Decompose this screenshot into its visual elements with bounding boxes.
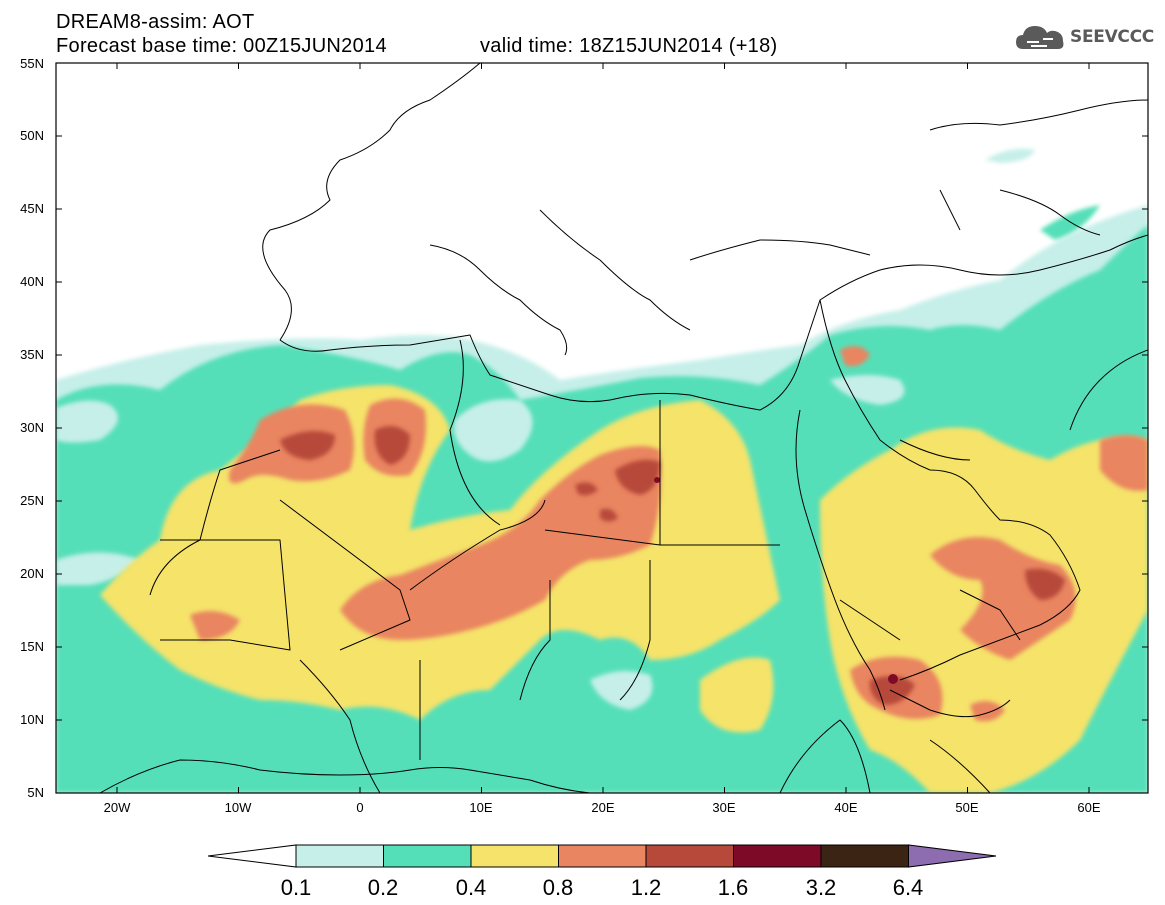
lon-label-50e: 50E xyxy=(955,800,979,815)
lat-label-55n: 55N xyxy=(20,56,44,71)
dust-fields xyxy=(56,63,1148,793)
colorbar-arrow-high xyxy=(908,844,997,868)
colorbar-label-0.4: 0.4 xyxy=(455,875,487,900)
colorbar-box xyxy=(820,844,909,868)
colorbar-label-1.2: 1.2 xyxy=(630,875,662,900)
valid-time: valid time: 18Z15JUN2014 (+18) xyxy=(480,35,778,57)
colorbar-box xyxy=(733,844,822,868)
forecast-base-time: Forecast base time: 00Z15JUN2014 xyxy=(56,35,387,57)
colorbar-label-3.2: 3.2 xyxy=(805,875,837,900)
lat-label-30n: 30N xyxy=(20,420,44,435)
lat-label-20n: 20N xyxy=(20,566,44,581)
colorbar-label-1.6: 1.6 xyxy=(717,875,749,900)
lon-label-40e: 40E xyxy=(834,800,858,815)
lon-label-30e: 30E xyxy=(712,800,736,815)
lon-label-60e: 60E xyxy=(1077,800,1101,815)
lat-label-45n: 45N xyxy=(20,201,44,216)
lat-label-5n: 5N xyxy=(27,785,44,800)
lon-label-10e: 10E xyxy=(469,800,493,815)
lon-label-20e: 20E xyxy=(591,800,615,815)
lat-label-10n: 10N xyxy=(20,712,44,727)
colorbar-box xyxy=(383,844,472,868)
colorbar-box xyxy=(645,844,734,868)
colorbar-label-6.4: 6.4 xyxy=(892,875,924,900)
colorbar-label-0.2: 0.2 xyxy=(367,875,399,900)
axis-ticks xyxy=(56,62,1148,794)
lon-label-0: 0 xyxy=(356,800,364,815)
colorbar-box xyxy=(558,844,647,868)
lat-label-15n: 15N xyxy=(20,639,44,654)
colorbar xyxy=(207,844,997,868)
colorbar-box xyxy=(295,844,384,868)
seevccc-logo: SEEVCCC xyxy=(1015,22,1154,52)
lat-label-50n: 50N xyxy=(20,128,44,143)
lat-label-35n: 35N xyxy=(20,347,44,362)
colorbar-arrow-low xyxy=(207,844,297,868)
lat-label-40n: 40N xyxy=(20,274,44,289)
aot-band-1.6 xyxy=(654,477,898,684)
cloud-icon xyxy=(1016,26,1064,49)
map-title: DREAM8-assim: AOT xyxy=(56,11,255,33)
aot-gaps xyxy=(56,375,905,710)
colorbar-label-0.1: 0.1 xyxy=(280,875,312,900)
lon-label-10w: 10W xyxy=(224,800,252,815)
aot-band-1.2 xyxy=(280,426,1065,705)
colorbar-label-0.8: 0.8 xyxy=(542,875,574,900)
lat-label-25n: 25N xyxy=(20,493,44,508)
logo-text: SEEVCCC xyxy=(1070,27,1154,47)
coastlines xyxy=(56,63,1148,793)
lon-label-20w: 20W xyxy=(103,800,131,815)
colorbar-box xyxy=(470,844,559,868)
